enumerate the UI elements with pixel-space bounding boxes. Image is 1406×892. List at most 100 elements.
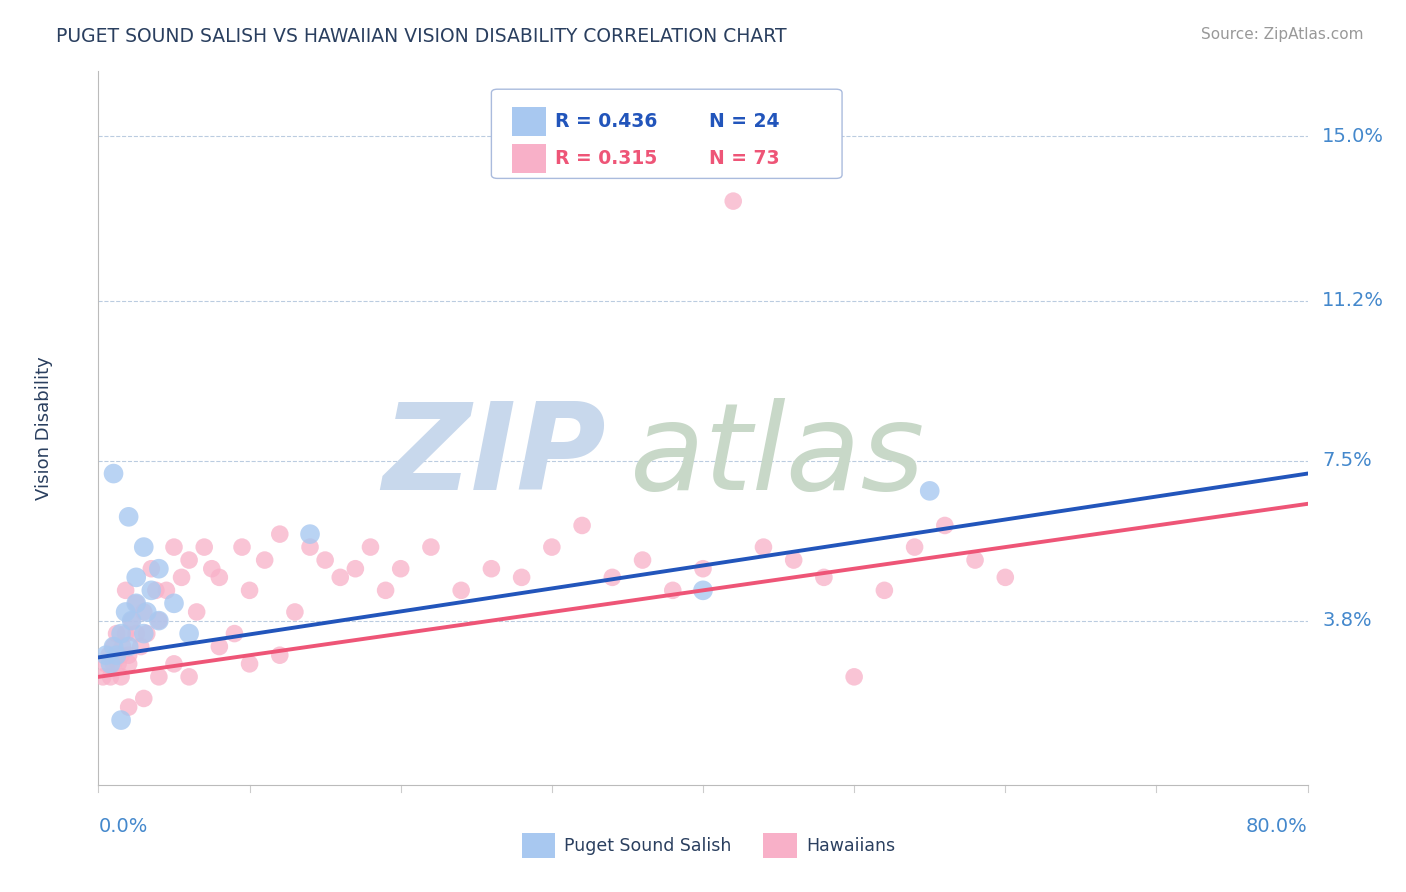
Point (934, 518, 956, 533)
Point (571, 518, 593, 533)
Point (389, 562, 412, 576)
Text: N = 24: N = 24 (709, 112, 779, 131)
Point (94, 648, 117, 663)
Point (114, 605, 136, 619)
Point (132, 626, 155, 640)
Point (231, 540, 253, 554)
Point (118, 648, 141, 663)
Bar (512, 145, 546, 173)
Point (125, 570, 148, 584)
Point (994, 570, 1017, 584)
Point (510, 570, 533, 584)
Point (114, 583, 136, 598)
Point (269, 648, 291, 663)
Point (103, 657, 125, 671)
Text: R = 0.436: R = 0.436 (555, 112, 658, 131)
Point (179, 553, 201, 567)
Point (141, 562, 163, 576)
Point (314, 553, 336, 567)
Point (360, 540, 382, 554)
Point (118, 700, 141, 714)
Point (111, 640, 134, 654)
Point (344, 562, 367, 576)
Text: N = 73: N = 73 (709, 149, 780, 168)
Point (148, 562, 170, 576)
Point (125, 596, 148, 610)
Point (94, 657, 117, 671)
Point (163, 596, 186, 610)
Point (540, 540, 562, 554)
Text: 11.2%: 11.2% (1322, 291, 1384, 310)
Point (110, 670, 132, 684)
Point (118, 657, 141, 671)
Text: 0.0%: 0.0% (98, 817, 148, 836)
FancyBboxPatch shape (492, 89, 842, 178)
Point (602, 570, 624, 584)
Point (752, 540, 775, 554)
Point (631, 553, 654, 567)
Text: Puget Sound Salish: Puget Sound Salish (564, 837, 731, 855)
Text: atlas: atlas (630, 398, 925, 516)
Point (692, 562, 714, 576)
Point (179, 670, 201, 684)
Text: ZIP: ZIP (382, 398, 606, 516)
Point (224, 626, 246, 640)
Point (125, 596, 148, 610)
Point (208, 640, 231, 654)
Point (374, 583, 396, 598)
Text: 80.0%: 80.0% (1246, 817, 1308, 836)
Point (118, 640, 141, 654)
Point (141, 583, 163, 598)
Point (813, 570, 835, 584)
Bar (512, 107, 546, 136)
Point (148, 614, 170, 628)
Point (129, 640, 152, 654)
Point (110, 626, 132, 640)
Point (904, 540, 927, 554)
Text: Vision Disability: Vision Disability (35, 356, 53, 500)
Point (103, 467, 125, 481)
Point (103, 640, 125, 654)
Point (100, 657, 122, 671)
Point (107, 657, 129, 671)
Point (103, 640, 125, 654)
Text: 7.5%: 7.5% (1322, 451, 1372, 470)
Point (98, 648, 121, 663)
Point (201, 562, 224, 576)
Point (132, 540, 155, 554)
Point (299, 540, 322, 554)
Point (299, 527, 322, 541)
Point (105, 626, 128, 640)
Point (965, 553, 987, 567)
Point (110, 648, 132, 663)
Point (135, 605, 157, 619)
Point (114, 626, 136, 640)
Point (186, 605, 208, 619)
Point (661, 583, 683, 598)
Point (135, 626, 157, 640)
Point (918, 483, 941, 498)
Point (179, 626, 201, 640)
Text: PUGET SOUND SALISH VS HAWAIIAN VISION DISABILITY CORRELATION CHART: PUGET SOUND SALISH VS HAWAIIAN VISION DI… (56, 27, 787, 45)
Point (105, 648, 128, 663)
Point (193, 540, 215, 554)
Point (121, 614, 143, 628)
Text: 3.8%: 3.8% (1322, 611, 1372, 630)
Point (269, 527, 291, 541)
Point (121, 614, 143, 628)
Text: 15.0%: 15.0% (1322, 127, 1384, 145)
Point (450, 583, 472, 598)
Point (239, 583, 262, 598)
Point (100, 670, 122, 684)
Point (125, 626, 148, 640)
Text: R = 0.315: R = 0.315 (555, 149, 658, 168)
Bar (763, 833, 797, 858)
Point (118, 509, 141, 524)
Point (253, 553, 276, 567)
Point (420, 540, 443, 554)
Point (329, 570, 352, 584)
Point (208, 570, 231, 584)
Point (692, 583, 714, 598)
Point (148, 614, 170, 628)
Point (783, 553, 806, 567)
